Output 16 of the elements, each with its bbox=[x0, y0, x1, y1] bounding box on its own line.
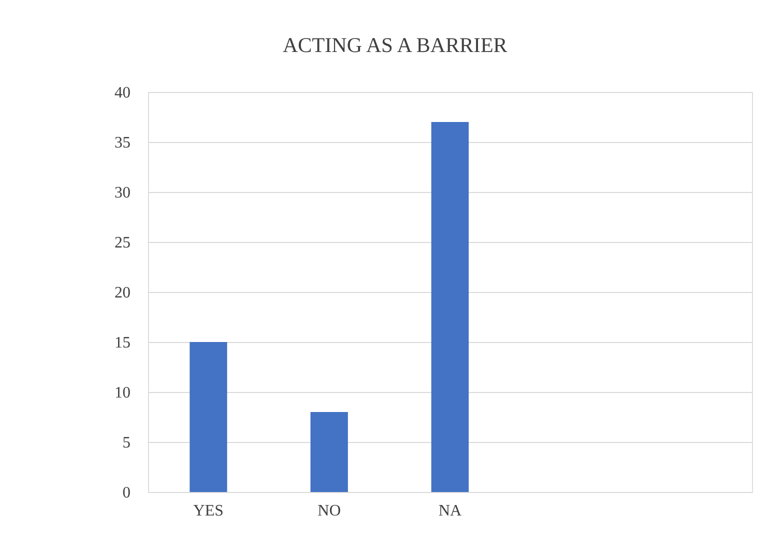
y-tick-label: 20 bbox=[114, 284, 130, 302]
y-tick-label: 30 bbox=[114, 184, 130, 202]
x-tick-label: NO bbox=[318, 502, 341, 520]
y-tick-label: 35 bbox=[114, 134, 130, 152]
y-tick-label: 25 bbox=[114, 234, 130, 252]
x-tick-label: YES bbox=[193, 502, 224, 520]
bar bbox=[190, 342, 228, 492]
y-tick-label: 10 bbox=[114, 384, 130, 402]
y-tick-label: 40 bbox=[114, 84, 130, 102]
chart-title: ACTING AS A BARRIER bbox=[282, 33, 508, 57]
bar bbox=[431, 122, 469, 492]
bar bbox=[310, 412, 348, 492]
x-tick-label: NA bbox=[438, 502, 462, 520]
y-tick-label: 5 bbox=[122, 434, 130, 452]
y-tick-label: 0 bbox=[122, 484, 130, 502]
y-tick-label: 15 bbox=[114, 334, 130, 352]
